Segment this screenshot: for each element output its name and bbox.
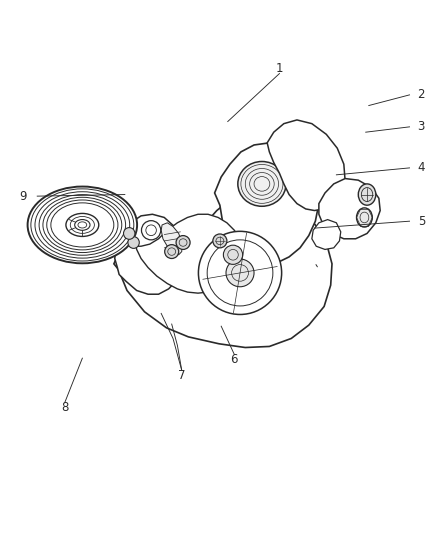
Text: 1: 1 [276, 62, 283, 75]
Text: 5: 5 [418, 215, 425, 228]
Text: 8: 8 [61, 401, 68, 414]
Ellipse shape [226, 259, 254, 287]
Text: 2: 2 [417, 88, 425, 101]
Ellipse shape [28, 187, 137, 263]
Ellipse shape [223, 245, 243, 264]
Ellipse shape [165, 245, 179, 259]
Ellipse shape [128, 237, 139, 248]
Ellipse shape [74, 220, 90, 230]
Ellipse shape [213, 234, 227, 248]
Text: 9: 9 [19, 190, 27, 203]
Ellipse shape [124, 228, 135, 239]
Ellipse shape [198, 231, 282, 314]
Ellipse shape [358, 184, 376, 205]
Polygon shape [161, 223, 182, 255]
Ellipse shape [176, 236, 190, 249]
Text: 6: 6 [230, 353, 238, 366]
Ellipse shape [66, 213, 99, 237]
Text: 4: 4 [417, 161, 425, 174]
Text: 3: 3 [418, 120, 425, 133]
Text: 7: 7 [178, 369, 186, 382]
Ellipse shape [238, 161, 286, 206]
Polygon shape [135, 214, 243, 293]
Polygon shape [312, 220, 341, 249]
Polygon shape [114, 189, 332, 348]
Polygon shape [267, 120, 345, 211]
Polygon shape [319, 179, 380, 239]
Ellipse shape [141, 221, 161, 240]
Ellipse shape [357, 208, 372, 227]
Polygon shape [215, 143, 319, 264]
Polygon shape [115, 214, 185, 294]
